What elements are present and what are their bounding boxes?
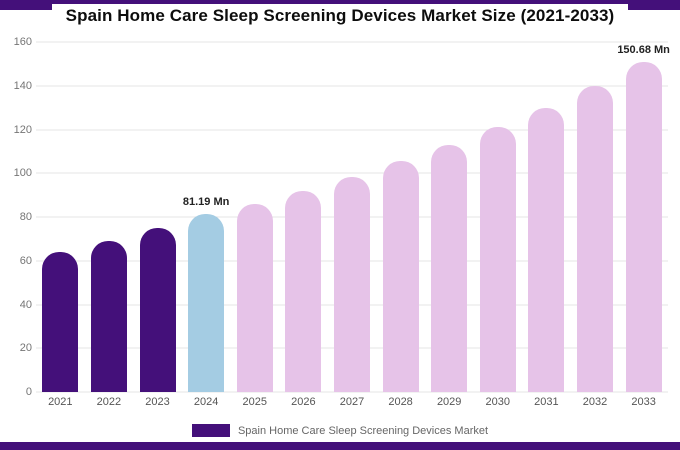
gridline-0 <box>36 391 668 393</box>
bar-slot-2030 <box>473 42 522 392</box>
x-label-2028: 2028 <box>388 396 413 408</box>
bottom-accent-band <box>0 442 680 450</box>
legend-label: Spain Home Care Sleep Screening Devices … <box>237 424 489 437</box>
bar-chart: 81.19 Mn 150.68 Mn 0 20 40 60 80 100 120 140 160 <box>6 36 670 398</box>
bar-slot-2021 <box>36 42 85 392</box>
bar-2030 <box>479 127 516 392</box>
y-tick-80: 80 <box>19 211 32 223</box>
bar-2021 <box>42 252 79 392</box>
bar-2031 <box>528 107 565 392</box>
gridline-120 <box>36 129 668 130</box>
bar-slot-2024: 81.19 Mn <box>182 42 231 392</box>
bar-2028 <box>382 161 419 392</box>
y-tick-60: 60 <box>19 254 32 267</box>
y-tick-40: 40 <box>19 298 32 311</box>
y-tick-140: 140 <box>13 79 32 92</box>
bar-value-label-2033: 150.68 Mn <box>617 44 670 57</box>
plot-area: 81.19 Mn 150.68 Mn <box>36 41 670 393</box>
bar-slot-2032 <box>571 42 620 392</box>
bar-2026 <box>285 190 322 392</box>
bar-slot-2027 <box>328 42 377 392</box>
x-axis-labels: 2021 2022 2023 2024 2025 2026 2027 2028 2029 2030… <box>36 396 668 408</box>
bar-slot-2023 <box>133 42 182 392</box>
bar-2022 <box>90 241 127 392</box>
x-label-2022: 2022 <box>96 396 122 408</box>
x-label-2027: 2027 <box>339 396 365 408</box>
x-label-2030: 2030 <box>485 396 511 408</box>
y-tick-120: 120 <box>13 123 32 136</box>
bar-slot-2025 <box>230 42 279 392</box>
bar-slot-2031 <box>522 42 571 392</box>
bar-slot-2026 <box>279 42 328 392</box>
bar-slot-2022 <box>85 42 134 392</box>
bar-2024 <box>188 214 225 392</box>
x-label-2023: 2023 <box>145 396 170 408</box>
bar-2023 <box>139 227 176 392</box>
bar-slot-2033: 150.68 Mn <box>617 42 670 392</box>
bar-2025 <box>236 203 273 392</box>
bar-2032 <box>577 85 613 392</box>
y-tick-100: 100 <box>13 167 32 180</box>
x-label-2031: 2031 <box>534 396 559 408</box>
x-label-2033: 2033 <box>631 396 656 408</box>
legend-swatch <box>191 424 230 437</box>
x-label-2025: 2025 <box>242 396 267 408</box>
y-tick-0: 0 <box>25 386 32 398</box>
gridline-100 <box>36 172 668 174</box>
bar-2033 <box>625 62 662 392</box>
x-label-2026: 2026 <box>291 396 316 408</box>
x-label-2021: 2021 <box>48 396 73 408</box>
gridline-140 <box>36 85 668 87</box>
x-label-2024: 2024 <box>193 396 219 408</box>
gridline-160 <box>36 41 668 43</box>
y-tick-160: 160 <box>13 36 32 48</box>
chart-title: Spain Home Care Sleep Screening Devices … <box>51 4 629 28</box>
bars-container: 81.19 Mn 150.68 Mn <box>36 42 670 392</box>
legend: Spain Home Care Sleep Screening Devices … <box>0 424 680 437</box>
bar-slot-2029 <box>425 42 474 392</box>
y-tick-20: 20 <box>19 342 32 355</box>
x-label-2032: 2032 <box>582 396 608 408</box>
bar-value-label-2024: 81.19 Mn <box>182 196 230 209</box>
bar-slot-2028 <box>376 42 425 392</box>
bar-2027 <box>333 176 370 392</box>
bar-2029 <box>431 144 468 392</box>
x-label-2029: 2029 <box>436 396 462 408</box>
